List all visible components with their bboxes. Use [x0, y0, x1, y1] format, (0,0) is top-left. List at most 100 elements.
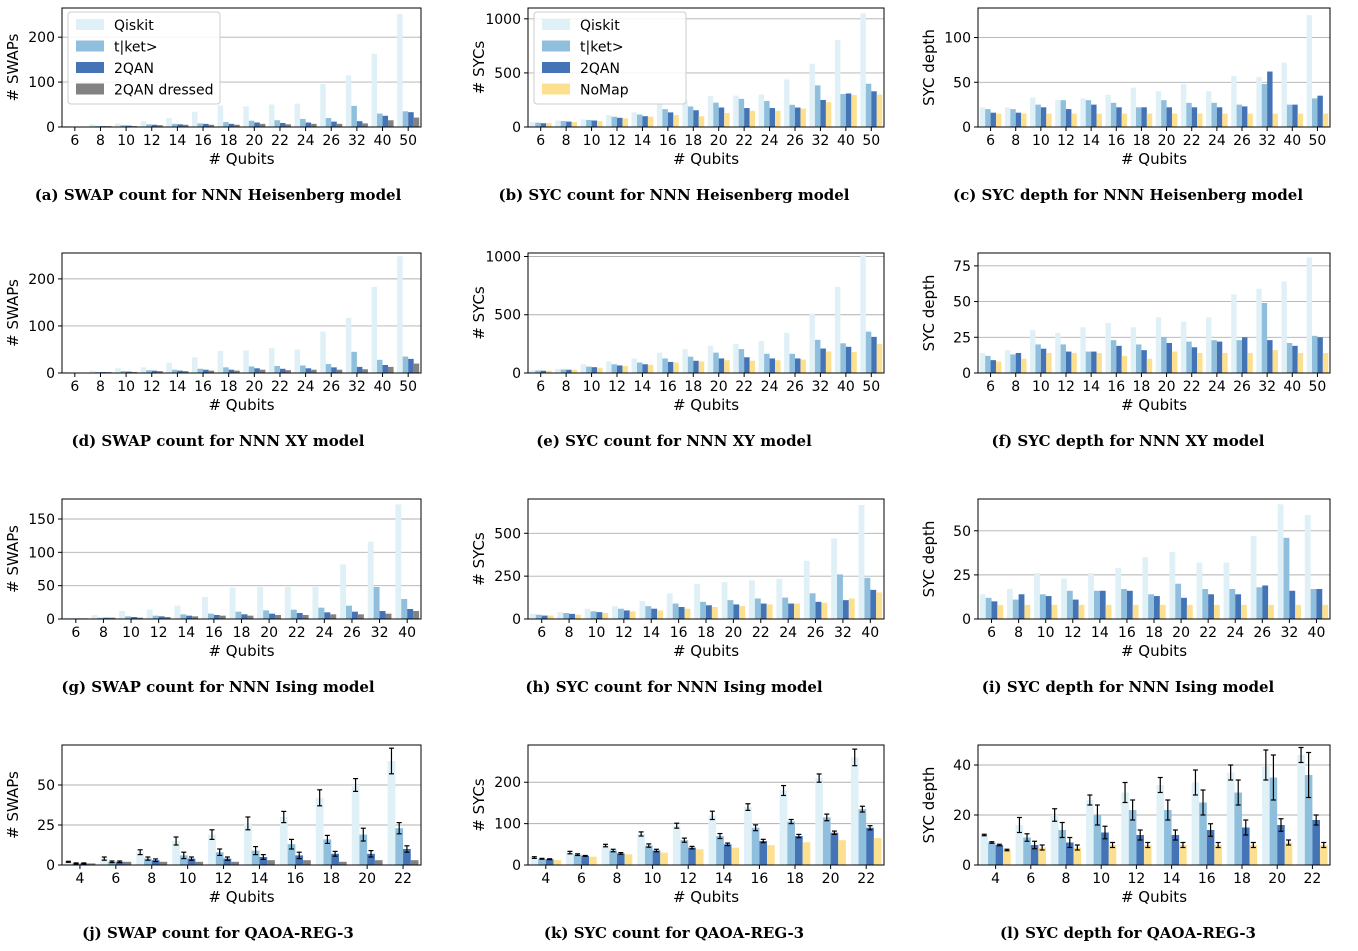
- bar-Qiskit-22: [284, 587, 291, 619]
- xtick-label: 8: [147, 871, 156, 887]
- axes-frame: [977, 252, 1331, 374]
- bar-2QAN-16: [1116, 107, 1122, 127]
- errorbar-Qiskit-18: [1228, 764, 1234, 781]
- bar-NoMap-26: [821, 602, 828, 619]
- bar-Qiskit-12: [208, 834, 216, 865]
- bar-tket-10: [644, 845, 653, 865]
- errorbar-Qiskit-22: [852, 748, 858, 767]
- bar-2QAN-20: [1166, 343, 1172, 373]
- bar-2QAN-12: [158, 616, 165, 619]
- bar-Qiskit-26: [320, 331, 326, 373]
- bar-2QAN-18: [1141, 350, 1147, 373]
- bar-Qiskit-26: [803, 560, 810, 619]
- errorbar-tket-20: [824, 813, 830, 822]
- bar-Qiskit-50: [860, 255, 866, 373]
- bar-Qiskit-16: [666, 593, 673, 619]
- bar-tket-4: [988, 842, 996, 865]
- bar-2QAN-20: [1277, 825, 1285, 865]
- ytick-label: 50: [37, 778, 55, 794]
- axes-frame: [61, 744, 422, 866]
- xtick-label: 6: [70, 379, 79, 395]
- x-axis-label: # Qubits: [208, 150, 274, 168]
- bar-tket-10: [1039, 594, 1046, 619]
- xtick-label: 10: [588, 625, 606, 641]
- bar-tket-26: [325, 364, 332, 373]
- xtick-label: 32: [348, 133, 366, 149]
- bar-2QAN-26: [815, 601, 822, 619]
- bar-Qiskit-6: [529, 370, 536, 373]
- bar-Qiskit-50: [1306, 257, 1313, 373]
- bar-tket-8: [1058, 830, 1066, 865]
- bar-2QAN-14: [177, 370, 183, 373]
- xtick-label: 26: [322, 133, 340, 149]
- legend-swatch-2QANdressed: [76, 83, 104, 95]
- bar-tket-6: [108, 861, 116, 865]
- caption-g: (g) SWAP count for NNN Ising model: [61, 678, 374, 696]
- bar-NoMap-16: [1121, 113, 1128, 127]
- xtick-label: 22: [271, 379, 289, 395]
- bar-2QAN-32: [820, 348, 826, 373]
- bar-2QAN-6: [581, 855, 590, 865]
- x-axis-label: # Qubits: [1121, 642, 1187, 660]
- bar-2QAN-50: [1317, 95, 1323, 127]
- bar-tket-16: [207, 613, 214, 619]
- errorbar-tket-8: [1059, 821, 1065, 839]
- bar-Qiskit-14: [631, 358, 637, 373]
- errorbar-NoMap-14: [1180, 841, 1186, 849]
- xtick-label: 16: [1118, 625, 1136, 641]
- bar-Qiskit-20: [707, 96, 714, 127]
- legend-label-2QANdressed: 2QAN dressed: [114, 83, 213, 99]
- legend-swatch-tket: [542, 40, 570, 52]
- bar-2QAN-24: [305, 122, 312, 127]
- legend-label-Qiskit: Qiskit: [114, 18, 154, 34]
- bar-2QAN-32: [842, 600, 849, 619]
- bar-Qiskit-26: [1231, 294, 1237, 373]
- errorbar-2QAN-8: [1067, 836, 1073, 849]
- xtick-label: 20: [358, 871, 376, 887]
- bar-2QAN-16: [1126, 590, 1133, 619]
- bar-Qiskit-14: [639, 601, 646, 619]
- bar-2QAN-6: [540, 370, 547, 373]
- ytick-label: 200: [28, 272, 55, 288]
- bar-NoMap-8: [1024, 604, 1031, 619]
- bar-Qiskit-10: [1034, 573, 1040, 619]
- bar-tket-14: [180, 614, 187, 619]
- bar-Qiskit-16: [1105, 94, 1111, 127]
- bar-Qiskit-26: [784, 79, 790, 127]
- bar-Qiskit-22: [1180, 321, 1187, 373]
- bar-NoMap-20: [724, 112, 730, 127]
- chart-panel-i: 0 25 50 6 8 10 12 14 16 18 20 22 24 26 32 40 # Qubits SYC…: [920, 498, 1331, 696]
- bar-2QANdressed-20: [259, 123, 266, 127]
- axes-frame: [61, 498, 422, 620]
- bar-2QAN-22: [296, 613, 303, 619]
- bar-2QAN-12: [151, 370, 158, 373]
- xtick-label: 10: [1092, 871, 1110, 887]
- bar-Qiskit-14: [166, 118, 172, 127]
- bar-Qiskit-40: [371, 53, 378, 127]
- bar-tket-14: [1094, 590, 1100, 619]
- xtick-label: 50: [399, 133, 417, 149]
- legend-swatch-2QAN: [76, 62, 104, 73]
- bar-NoMap-24: [775, 360, 781, 373]
- bar-2QAN-14: [186, 615, 193, 619]
- bar-Qiskit-16: [656, 103, 663, 127]
- bar-Qiskit-16: [192, 111, 198, 127]
- errorbar-tket-6: [1024, 833, 1030, 842]
- xtick-label: 20: [1158, 133, 1176, 149]
- bar-tket-50: [865, 83, 872, 127]
- xtick-label: 8: [1011, 133, 1020, 149]
- bar-NoMap-10: [1108, 845, 1117, 865]
- xtick-label: 8: [613, 871, 622, 887]
- bar-2QAN-50: [871, 336, 877, 373]
- errorbar-2QAN-10: [1102, 825, 1108, 840]
- errorbar-Qiskit-20: [1263, 749, 1269, 781]
- errorbar-2QAN-12: [1137, 829, 1143, 841]
- xtick-label: 26: [343, 625, 361, 641]
- bar-NoMap-22: [1319, 845, 1328, 865]
- bar-tket-40: [840, 343, 846, 373]
- bar-tket-16: [1199, 802, 1207, 865]
- bar-tket-8: [563, 613, 570, 619]
- errorbar-Qiskit-4: [531, 856, 537, 859]
- xtick-label: 14: [251, 871, 269, 887]
- xtick-label: 22: [288, 625, 306, 641]
